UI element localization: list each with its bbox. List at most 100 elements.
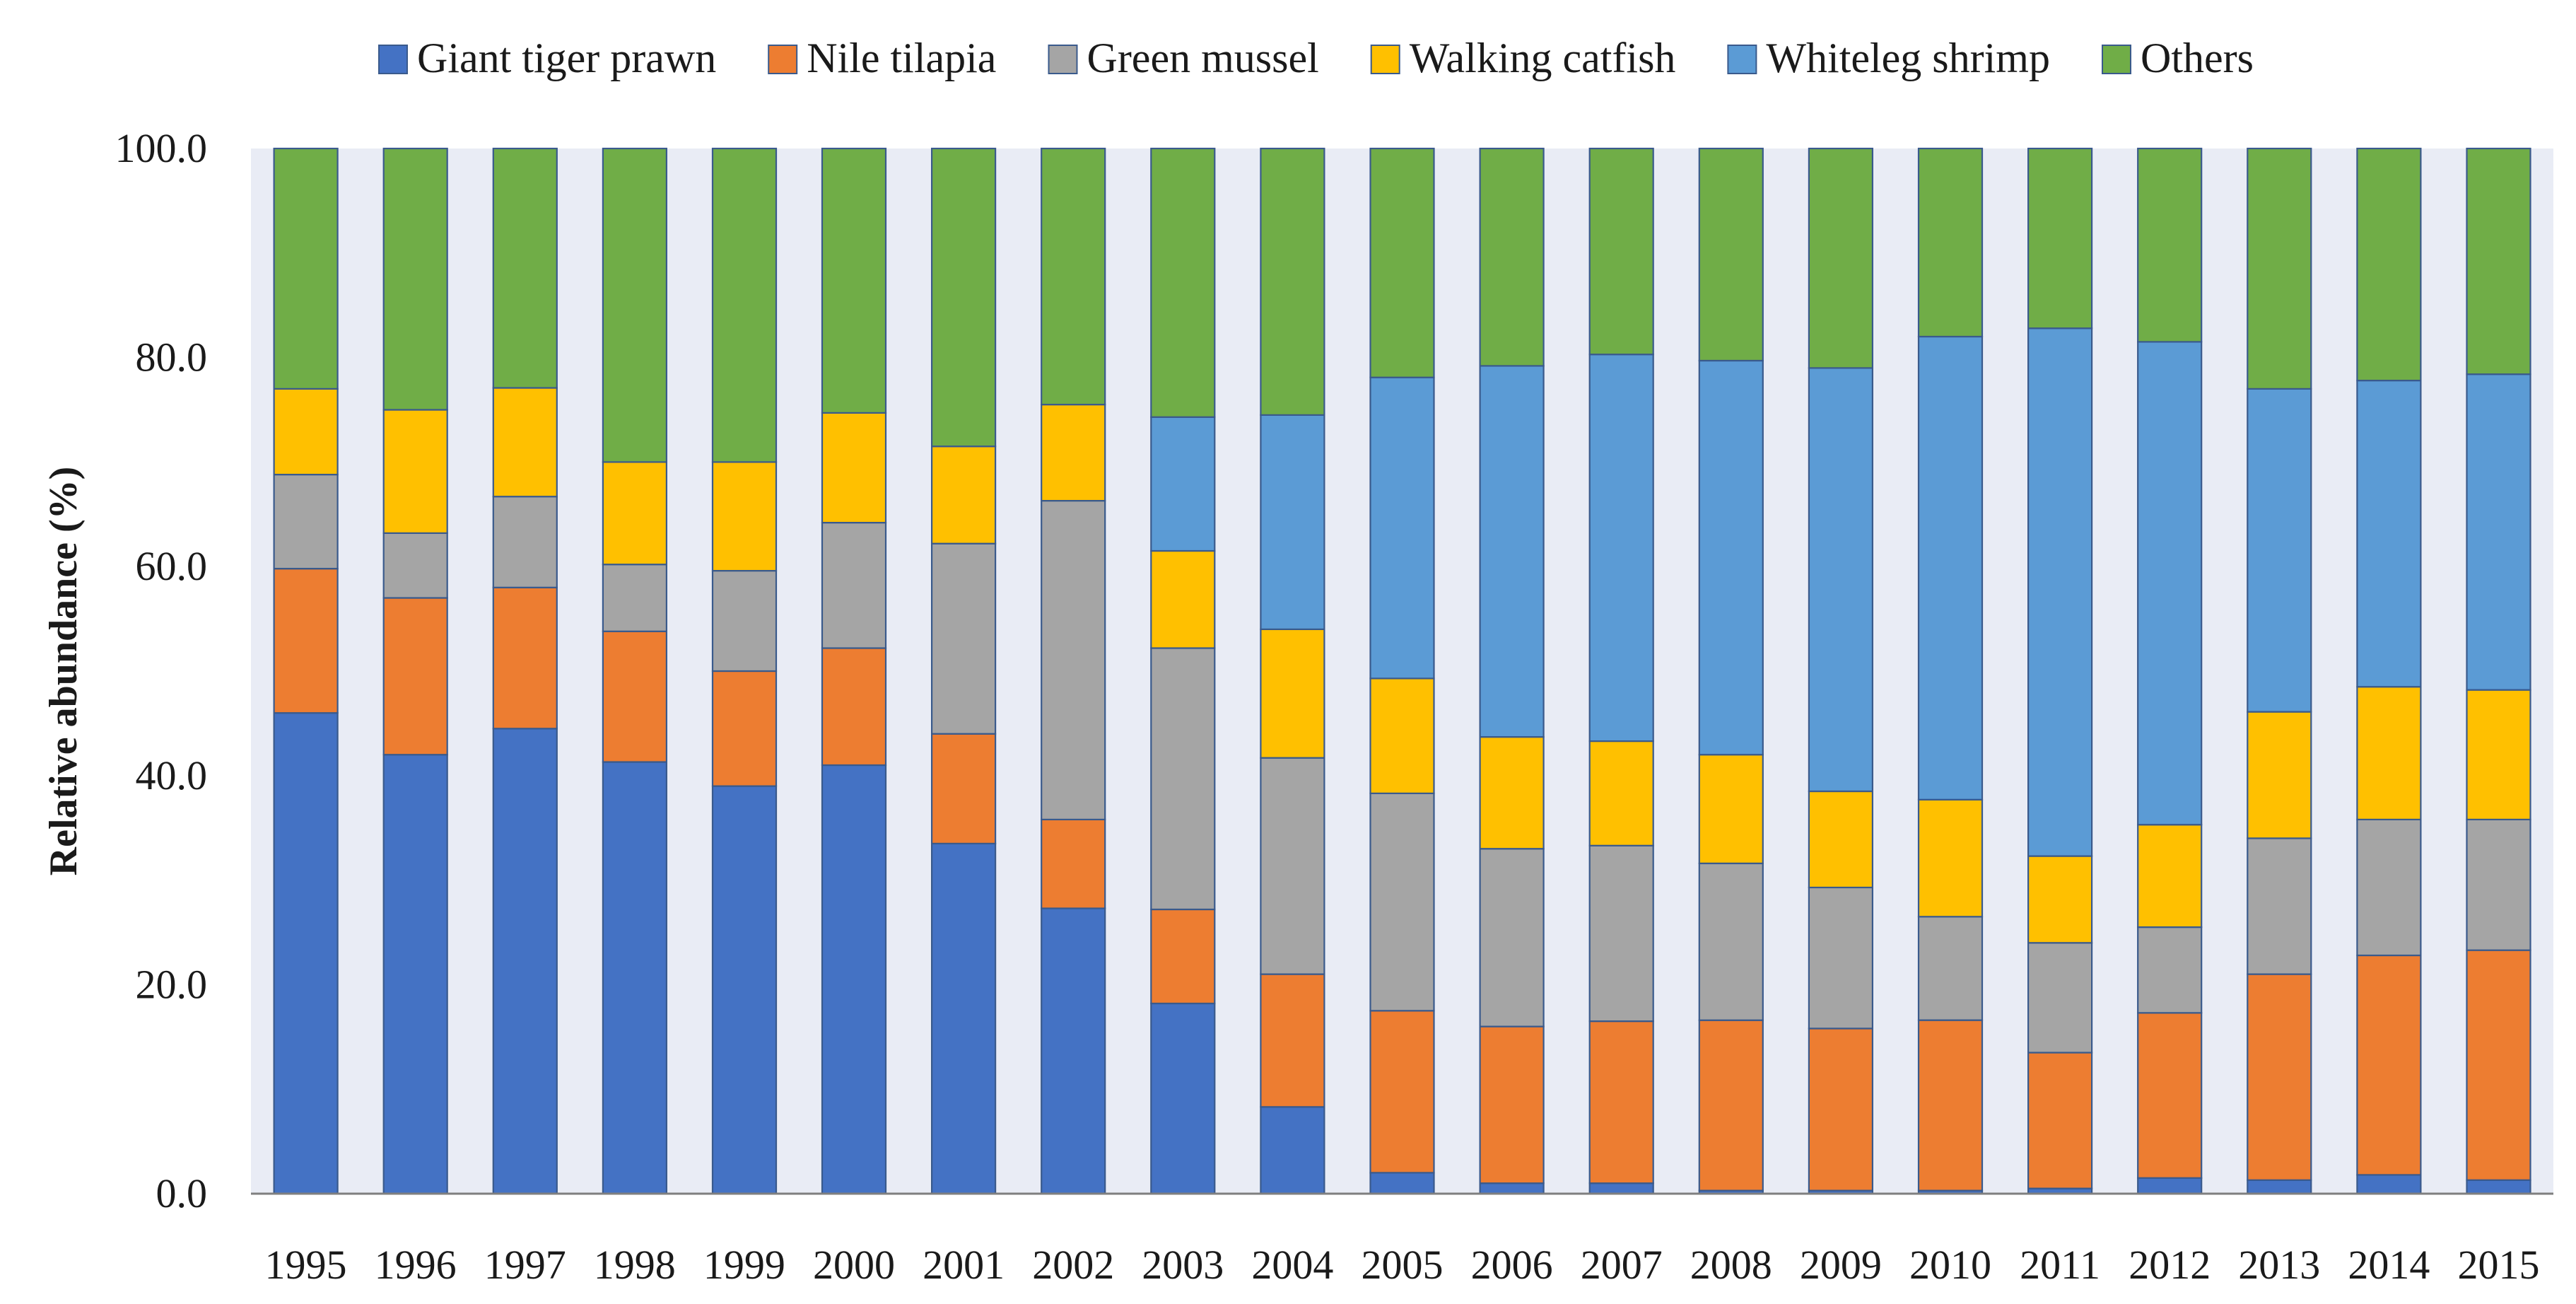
- bar-2005-series-3: [1369, 677, 1435, 794]
- bar-2014-series-1: [2356, 954, 2422, 1176]
- x-tick-label: 1996: [375, 1242, 457, 1288]
- bar-2001-series-2: [930, 542, 997, 735]
- bar-2003-series-4: [1150, 416, 1216, 552]
- bar-2015-series-1: [2466, 949, 2531, 1181]
- bar-2013-series-1: [2247, 973, 2312, 1181]
- y-tick-label: 20.0: [136, 961, 208, 1007]
- bar-1995-series-5: [273, 147, 339, 390]
- bar-2012-series-5: [2137, 147, 2203, 343]
- bar-2012-series-3: [2137, 824, 2203, 928]
- bar-2013-series-4: [2247, 388, 2312, 713]
- x-tick-label: 2012: [2129, 1242, 2211, 1288]
- bar-2004-series-2: [1260, 757, 1325, 975]
- bar-2004-series-1: [1260, 973, 1325, 1108]
- bar-2007-series-1: [1588, 1020, 1654, 1184]
- bar-2004-series-0: [1260, 1106, 1325, 1195]
- bar-2015-series-5: [2466, 147, 2531, 376]
- bar-1998-series-5: [602, 147, 668, 463]
- bar-1995-series-2: [273, 473, 339, 570]
- bar-2008-series-2: [1698, 862, 1764, 1021]
- bar-2009-series-1: [1808, 1028, 1873, 1192]
- bar-2004-series-3: [1260, 628, 1325, 759]
- bar-2007-series-2: [1588, 844, 1654, 1023]
- bar-1999-series-0: [711, 785, 778, 1195]
- bar-1997-series-1: [492, 586, 558, 730]
- bar-2002-series-5: [1041, 147, 1106, 406]
- bar-2000-series-5: [821, 147, 887, 414]
- bar-2013-series-2: [2247, 837, 2312, 975]
- bar-2011-series-3: [2027, 855, 2093, 944]
- bar-2006-series-2: [1479, 848, 1545, 1028]
- y-tick-label: 40.0: [136, 752, 208, 798]
- bar-2014-series-4: [2356, 379, 2422, 688]
- bar-2008-series-4: [1698, 359, 1764, 756]
- bar-1997-series-5: [492, 147, 558, 389]
- bar-1996-series-3: [382, 409, 448, 534]
- bar-2006-series-0: [1479, 1182, 1545, 1195]
- bar-2014-series-5: [2356, 147, 2422, 382]
- bar-2014-series-2: [2356, 818, 2422, 957]
- legend-label: Nile tilapia: [807, 35, 996, 81]
- bar-1998-series-1: [602, 630, 668, 763]
- x-tick-label: 2008: [1690, 1242, 1772, 1288]
- bar-1996-series-5: [382, 147, 448, 411]
- bar-2009-series-5: [1808, 147, 1873, 369]
- legend-item: Nile tilapia: [768, 35, 996, 81]
- x-tick-label: 2004: [1251, 1242, 1333, 1288]
- x-tick-label: 1999: [703, 1242, 785, 1288]
- bar-2004-series-4: [1260, 414, 1325, 631]
- bar-2009-series-3: [1808, 790, 1873, 889]
- bar-2003-series-1: [1150, 908, 1216, 1005]
- bar-2013-series-5: [2247, 147, 2312, 390]
- bar-2000-series-3: [821, 412, 887, 524]
- legend-swatch: [1048, 45, 1078, 74]
- bar-2014-series-3: [2356, 686, 2422, 821]
- bar-1996-series-0: [382, 754, 448, 1195]
- legend-swatch: [768, 45, 798, 74]
- x-tick-label: 2011: [2020, 1242, 2100, 1288]
- bar-2004-series-5: [1260, 147, 1325, 416]
- x-axis-ticks: 1995 1996 1997 1998 1999 2000 2001 2002 2003 2004…: [265, 1242, 2540, 1288]
- bar-2005-series-2: [1369, 792, 1435, 1012]
- bar-2011-series-1: [2027, 1052, 2093, 1189]
- bar-2012-series-0: [2137, 1177, 2203, 1195]
- x-tick-label: 1997: [484, 1242, 566, 1288]
- x-tick-label: 2014: [2348, 1242, 2430, 1288]
- bar-2010-series-5: [1917, 147, 1984, 338]
- bar-1998-series-3: [602, 461, 668, 566]
- x-tick-label: 2010: [1909, 1242, 1991, 1288]
- bar-2008-series-3: [1698, 754, 1764, 864]
- x-tick-label: 2002: [1032, 1242, 1114, 1288]
- bar-2010-series-1: [1917, 1019, 1984, 1192]
- bar-2001-series-3: [930, 446, 997, 545]
- bar-2001-series-1: [930, 733, 997, 844]
- bar-2003-series-0: [1150, 1002, 1216, 1195]
- bar-2010-series-2: [1917, 916, 1984, 1021]
- bar-2001-series-5: [930, 147, 997, 448]
- y-axis-ticks: 0.0 20.0 40.0 60.0 80.0 100.0: [115, 125, 208, 1216]
- y-axis-title: Relative abundance (%): [42, 467, 86, 876]
- legend-swatch: [2102, 45, 2131, 74]
- bar-1998-series-2: [602, 564, 668, 632]
- bar-2006-series-5: [1479, 147, 1545, 367]
- bar-2007-series-3: [1588, 740, 1654, 846]
- x-tick-label: 2009: [1800, 1242, 1882, 1288]
- legend-label: Others: [2141, 35, 2254, 81]
- bar-2000-series-1: [821, 647, 887, 767]
- bar-1999-series-1: [711, 670, 778, 787]
- legend-label: Whiteleg shrimp: [1766, 35, 2050, 81]
- bar-2011-series-4: [2027, 327, 2093, 857]
- bar-2012-series-4: [2137, 341, 2203, 826]
- bar-2000-series-2: [821, 521, 887, 649]
- bar-2007-series-5: [1588, 147, 1654, 356]
- bar-2006-series-1: [1479, 1025, 1545, 1184]
- bar-2002-series-1: [1041, 818, 1106, 909]
- bar-2005-series-1: [1369, 1010, 1435, 1174]
- bar-2015-series-4: [2466, 373, 2531, 691]
- bar-2007-series-0: [1588, 1182, 1654, 1195]
- x-tick-label: 2015: [2458, 1242, 2540, 1288]
- bar-1999-series-2: [711, 569, 778, 673]
- bar-2014-series-0: [2356, 1174, 2422, 1195]
- bar-2007-series-4: [1588, 354, 1654, 743]
